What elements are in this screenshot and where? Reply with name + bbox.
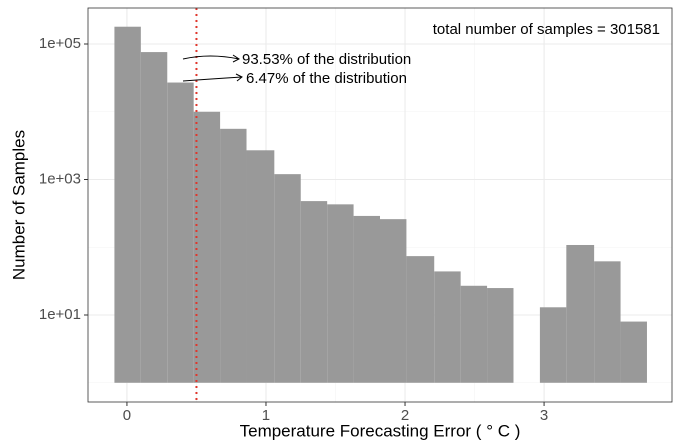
annotation: 6.47% of the distribution bbox=[246, 70, 407, 87]
bar bbox=[246, 150, 275, 383]
y-axis-title: Number of Samples bbox=[9, 130, 28, 280]
bar bbox=[539, 307, 567, 383]
x-tick-label: 3 bbox=[540, 407, 548, 424]
bar bbox=[140, 52, 168, 383]
y-tick-label: 1e+03 bbox=[39, 170, 81, 187]
x-tick-label: 2 bbox=[401, 407, 409, 424]
bar bbox=[327, 204, 354, 383]
bar bbox=[353, 215, 380, 383]
bar bbox=[220, 128, 247, 383]
bar bbox=[274, 174, 301, 383]
y-tick-label: 1e+01 bbox=[39, 306, 81, 323]
bar bbox=[193, 111, 221, 383]
bar bbox=[460, 285, 488, 383]
bar bbox=[114, 26, 141, 383]
bar bbox=[566, 244, 595, 383]
x-tick-label: 0 bbox=[123, 407, 131, 424]
bar bbox=[167, 82, 194, 383]
annotation: total number of samples = 301581 bbox=[433, 21, 660, 38]
x-axis-title: Temperature Forecasting Error ( ° C ) bbox=[240, 421, 521, 440]
x-tick-label: 1 bbox=[262, 407, 270, 424]
bar bbox=[406, 256, 435, 383]
bar bbox=[300, 201, 328, 383]
bar bbox=[594, 261, 621, 383]
bar bbox=[380, 219, 407, 383]
y-tick-label: 1e+05 bbox=[39, 35, 81, 52]
bar bbox=[487, 288, 514, 383]
arrow bbox=[182, 73, 243, 82]
bar bbox=[620, 321, 647, 383]
bar bbox=[434, 271, 461, 383]
annotation: 93.53% of the distribution bbox=[242, 51, 411, 68]
arrow bbox=[182, 54, 240, 63]
panel-border bbox=[87, 7, 673, 403]
